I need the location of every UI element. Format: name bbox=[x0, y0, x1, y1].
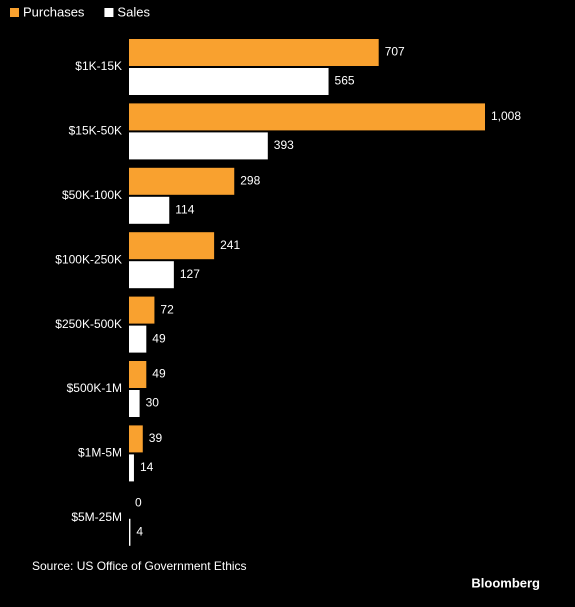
legend-swatch bbox=[104, 8, 114, 17]
bar bbox=[129, 425, 143, 453]
y-tick-label: $50K-100K bbox=[62, 188, 122, 202]
bar bbox=[129, 390, 140, 417]
data-label: 114 bbox=[175, 202, 194, 216]
data-label: 30 bbox=[146, 396, 160, 410]
data-label: 241 bbox=[220, 238, 240, 252]
data-label: 707 bbox=[385, 45, 405, 59]
y-tick-label: $500K-1M bbox=[67, 381, 122, 395]
bar bbox=[129, 132, 268, 160]
bar bbox=[129, 167, 235, 195]
bar bbox=[129, 454, 134, 482]
data-label: 0 bbox=[135, 495, 142, 509]
y-tick-label: $1M-5M bbox=[78, 446, 122, 460]
data-label: 4 bbox=[136, 524, 143, 538]
y-tick-label: $15K-50K bbox=[69, 124, 122, 138]
bar bbox=[129, 39, 379, 66]
data-label: 565 bbox=[335, 74, 355, 88]
data-label: 298 bbox=[240, 173, 260, 187]
data-label: 14 bbox=[140, 460, 154, 474]
legend-swatch bbox=[10, 8, 19, 17]
data-label: 49 bbox=[152, 331, 166, 345]
legend-label: Purchases bbox=[23, 4, 85, 19]
data-label: 39 bbox=[149, 431, 163, 445]
bar bbox=[129, 325, 147, 353]
bar bbox=[129, 232, 215, 260]
brand: Bloomberg bbox=[471, 575, 540, 590]
data-label: 1,008 bbox=[491, 109, 521, 123]
data-label: 127 bbox=[180, 267, 200, 281]
data-label: 72 bbox=[160, 302, 174, 316]
bar bbox=[129, 261, 174, 289]
bar bbox=[129, 296, 155, 324]
data-label: 49 bbox=[152, 367, 166, 381]
bar bbox=[129, 361, 147, 388]
bar bbox=[129, 103, 485, 131]
bar bbox=[129, 518, 131, 546]
y-tick-label: $5M-25M bbox=[71, 510, 122, 524]
y-tick-label: $250K-500K bbox=[55, 317, 122, 331]
data-label: 393 bbox=[274, 138, 294, 152]
legend-label: Sales bbox=[117, 4, 150, 19]
y-tick-label: $100K-250K bbox=[55, 252, 122, 266]
y-tick-label: $1K-15K bbox=[75, 59, 122, 73]
bar bbox=[129, 196, 170, 224]
source: Source: US Office of Government Ethics bbox=[32, 559, 247, 573]
bar bbox=[129, 68, 329, 95]
